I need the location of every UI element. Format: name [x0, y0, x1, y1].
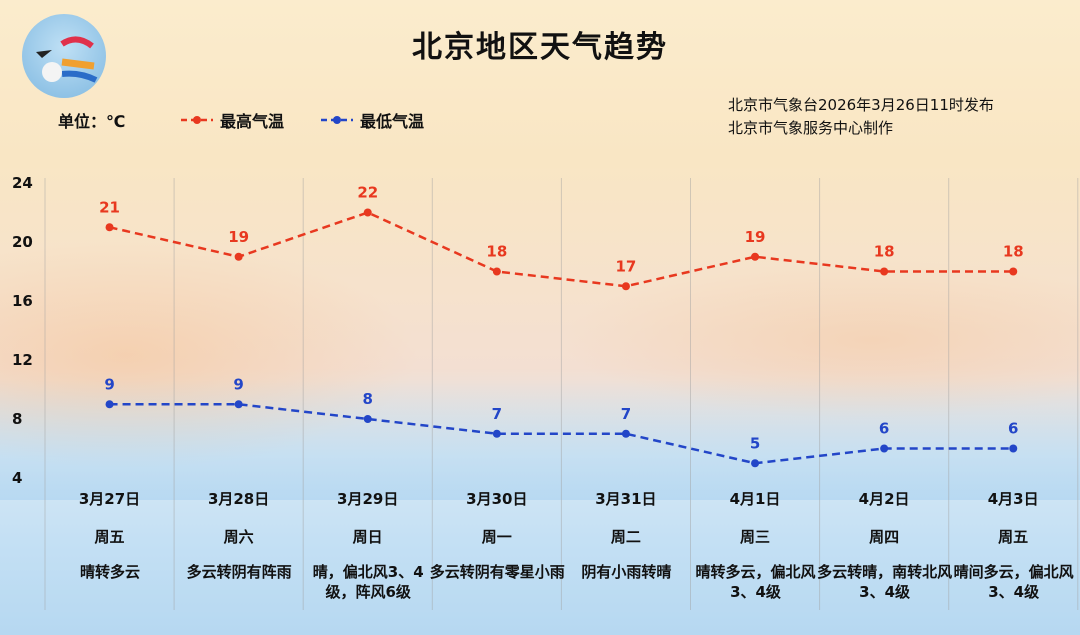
day-column: 3月27日周五晴转多云 — [45, 488, 174, 582]
weekday-label: 周四 — [869, 528, 900, 546]
low-temp-label: 7 — [492, 405, 502, 423]
high-temp-label: 18 — [486, 243, 507, 261]
low-temp-line — [109, 403, 1014, 465]
date-label: 3月31日 — [595, 490, 657, 508]
high-temp-label: 19 — [745, 228, 766, 246]
publish-line: 北京市气象台2026年3月26日11时发布 — [728, 96, 994, 114]
weekday-label: 周六 — [223, 528, 254, 546]
high-temp-point — [1009, 267, 1018, 276]
date-label: 3月30日 — [466, 490, 528, 508]
low-temp-label: 5 — [750, 434, 760, 452]
weekday-label: 周五 — [94, 528, 125, 546]
y-tick-label: 8 — [12, 410, 23, 428]
day-column: 3月29日周日晴，偏北风3、4级，阵风6级 — [303, 488, 432, 602]
low-temp-point — [234, 400, 243, 409]
date-label: 3月27日 — [78, 490, 141, 508]
legend-label-high: 最高气温 — [220, 112, 285, 131]
weather-condition: 晴转多云 — [79, 563, 140, 581]
weekday-label: 周一 — [481, 528, 512, 546]
legend-item-high: 最高气温 — [180, 108, 284, 132]
weather-condition: 晴间多云，偏北风3、4级 — [953, 563, 1074, 601]
low-temp-point — [880, 444, 889, 453]
low-temp-label: 7 — [621, 405, 631, 423]
legend-label-low: 最低气温 — [360, 112, 425, 131]
day-column: 3月30日周一多云转阴有零星小雨 — [430, 488, 565, 582]
weather-condition: 晴，偏北风3、4级，阵风6级 — [312, 563, 424, 601]
high-temp-label: 17 — [616, 257, 637, 275]
weekday-label: 周三 — [739, 528, 770, 546]
high-temp-point — [234, 252, 243, 261]
y-tick-label: 4 — [12, 469, 23, 487]
publisher-info: 北京市气象台2026年3月26日11时发布 北京市气象服务中心制作 — [728, 94, 994, 140]
date-label: 4月3日 — [987, 490, 1039, 508]
weekday-label: 周五 — [998, 528, 1029, 546]
high-temp-label: 18 — [874, 243, 895, 261]
day-column: 3月31日周二阴有小雨转晴 — [561, 488, 690, 582]
low-temp-point — [1009, 444, 1018, 453]
date-label: 3月28日 — [207, 490, 270, 508]
high-temp-label: 22 — [357, 184, 378, 202]
meteorological-service-logo — [22, 14, 106, 98]
low-temp-label: 6 — [1008, 420, 1018, 438]
legend-marker-high — [181, 116, 213, 124]
chart-title: 北京地区天气趋势 — [412, 30, 668, 65]
low-temp-point — [492, 429, 501, 438]
low-temp-label: 8 — [363, 390, 373, 408]
low-temp-point — [363, 415, 372, 423]
weather-condition: 多云转阴有零星小雨 — [429, 563, 565, 581]
day-column: 4月2日周四多云转晴，南转北风3、4级 — [817, 488, 952, 602]
day-column: 4月1日周三晴转多云，偏北风3、4级 — [691, 488, 820, 602]
weather-condition: 晴转多云，偏北风3、4级 — [695, 563, 816, 601]
y-tick-label: 16 — [12, 292, 33, 310]
legend-item-low: 最低气温 — [320, 108, 424, 132]
date-label: 4月2日 — [858, 490, 910, 508]
low-temp-label: 6 — [879, 420, 889, 438]
day-column: 4月3日周五晴间多云，偏北风3、4级 — [949, 488, 1078, 602]
low-temp-point — [751, 459, 760, 468]
high-temp-line — [109, 211, 1014, 288]
unit-label: 单位：℃ — [58, 112, 126, 131]
low-temp-label: 9 — [233, 375, 243, 393]
day-column: 3月28日周六多云转阴有阵雨 — [174, 488, 303, 582]
date-label: 4月1日 — [729, 490, 781, 508]
high-temp-point — [880, 267, 889, 276]
background-wash — [0, 380, 1080, 500]
y-tick-label: 24 — [12, 174, 33, 192]
weather-condition: 多云转晴，南转北风3、4级 — [817, 563, 953, 601]
low-temp-point — [105, 400, 114, 409]
high-temp-point — [621, 282, 630, 291]
y-tick-label: 20 — [12, 233, 33, 251]
legend-marker-low — [321, 116, 353, 124]
producer-line: 北京市气象服务中心制作 — [728, 119, 894, 137]
weekday-label: 周日 — [352, 528, 383, 546]
high-temp-point — [751, 252, 760, 261]
low-temp-label: 9 — [104, 375, 114, 393]
weekday-label: 周二 — [610, 528, 641, 546]
low-temp-point — [621, 429, 630, 438]
high-temp-point — [492, 267, 501, 276]
high-temp-point — [363, 208, 372, 217]
high-temp-label: 18 — [1003, 243, 1024, 261]
high-temp-point — [105, 223, 114, 232]
y-tick-label: 12 — [12, 351, 33, 369]
weather-condition: 多云转阴有阵雨 — [186, 563, 292, 581]
weather-condition: 阴有小雨转晴 — [581, 563, 672, 581]
date-label: 3月29日 — [337, 490, 399, 508]
high-temp-label: 21 — [99, 198, 120, 216]
high-temp-label: 19 — [228, 228, 249, 246]
